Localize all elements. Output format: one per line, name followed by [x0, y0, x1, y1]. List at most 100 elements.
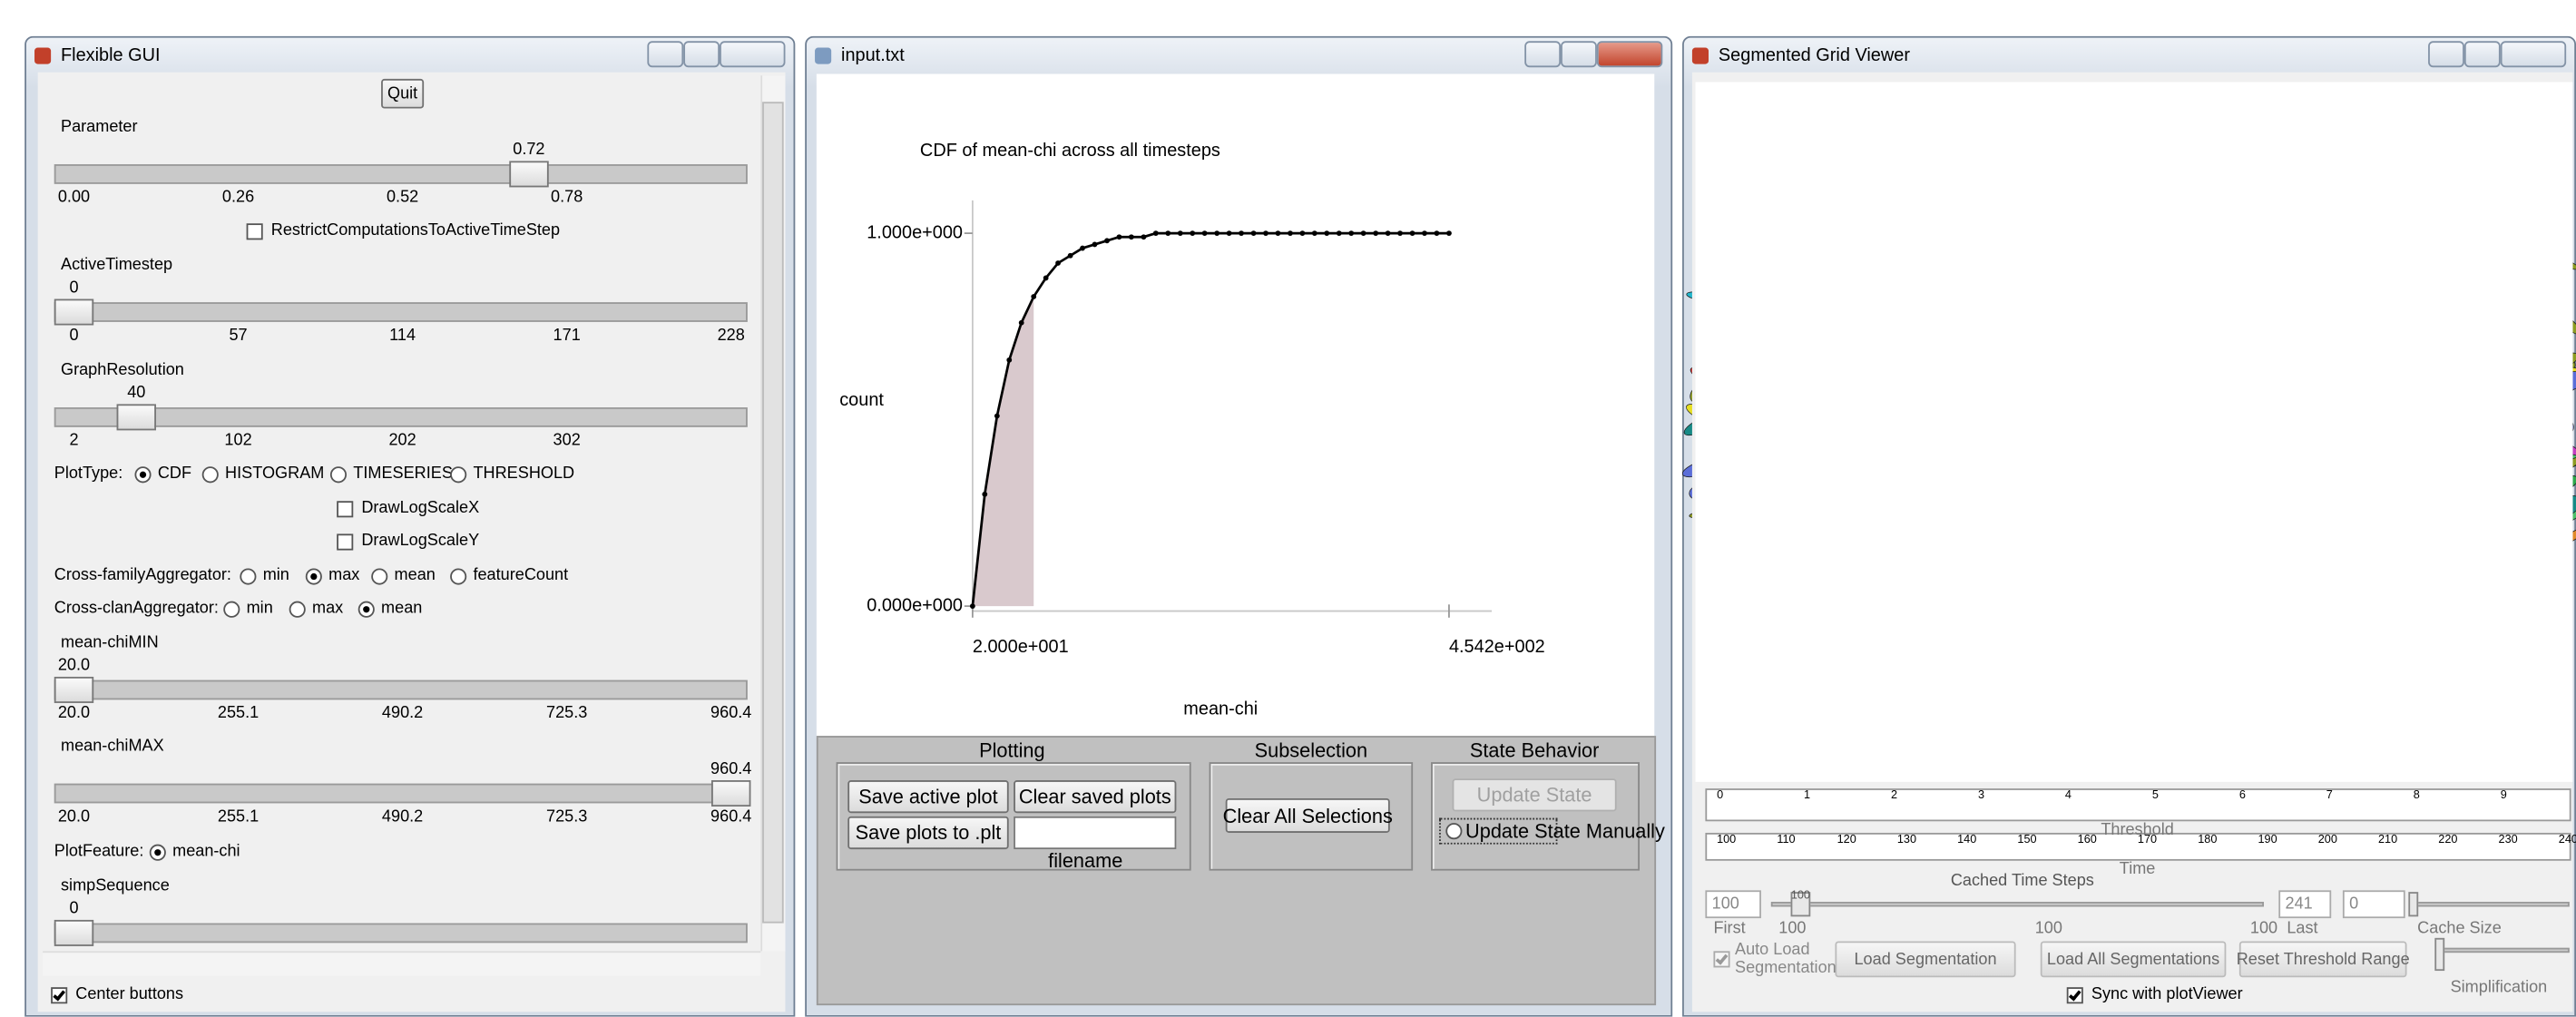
ruler-label: 230: [2499, 831, 2518, 851]
checkbox[interactable]: [2067, 987, 2083, 1003]
ruler-label: 140: [1957, 831, 1976, 851]
data-point: [1178, 230, 1183, 236]
slider-label: Simplification: [2451, 979, 2548, 999]
ruler-label: 0: [1717, 787, 1723, 807]
data-point: [1337, 230, 1342, 236]
data-point: [1446, 230, 1452, 236]
range-slider-track[interactable]: [1771, 902, 2264, 906]
ruler-label: 5: [2152, 787, 2159, 807]
ruler-label: 9: [2501, 787, 2507, 807]
group-title: Plotting: [979, 741, 1044, 761]
data-point: [1153, 230, 1159, 236]
clear-saved-button[interactable]: Clear saved plots: [1014, 780, 1176, 813]
checkbox[interactable]: [1713, 951, 1729, 967]
range-label: 100: [2250, 920, 2277, 940]
data-point: [1263, 230, 1268, 236]
ruler-title: Threshold: [2101, 821, 2174, 841]
data-point: [1043, 276, 1049, 281]
entry-label: First: [1713, 920, 1745, 940]
render-view: [1696, 83, 2573, 782]
entry-label: Cache Size: [2417, 920, 2502, 940]
entry[interactable]: 0: [2343, 890, 2405, 918]
ruler-label: 150: [2017, 831, 2036, 851]
data-point: [1104, 238, 1110, 243]
data-point: [1312, 230, 1317, 236]
data-point: [1092, 242, 1098, 248]
data-point: [1141, 234, 1147, 240]
range-label: 100: [2035, 920, 2062, 940]
filename-entry[interactable]: [1014, 817, 1176, 849]
ruler-title: Time: [2120, 861, 2156, 881]
ruler-label: 130: [1897, 831, 1916, 851]
data-point: [1422, 230, 1427, 236]
simplification-track[interactable]: [2442, 948, 2570, 953]
check-mark: [1716, 952, 1729, 964]
range-slider-value: 100: [1791, 887, 1810, 907]
plot-title: CDF of mean-chi across all timesteps: [920, 142, 1220, 161]
data-point: [1190, 230, 1195, 236]
ruler-label: 240: [2559, 831, 2576, 851]
data-point: [1324, 230, 1329, 236]
checkbox-label: Sync with plotViewer: [2091, 985, 2243, 1005]
y-tick-label: 1.000e+000: [867, 223, 963, 243]
ruler-label: 4: [2065, 787, 2072, 807]
data-point: [1031, 294, 1036, 299]
radio[interactable]: [1445, 823, 1462, 839]
ruler-label: 210: [2378, 831, 2397, 851]
ruler-label: 8: [2414, 787, 2420, 807]
ruler-label: 7: [2326, 787, 2333, 807]
ruler-label: 1: [1804, 787, 1810, 807]
data-point: [1129, 234, 1134, 240]
data-point: [1361, 230, 1366, 236]
data-point: [1288, 230, 1293, 236]
save-active-button[interactable]: Save active plot: [847, 780, 1008, 813]
data-point: [1202, 230, 1208, 236]
data-point: [1386, 230, 1391, 236]
section-label: Cached Time Steps: [1951, 872, 2094, 892]
data-point: [1080, 246, 1085, 251]
radio-label: Update State Manually: [1465, 821, 1665, 841]
entry[interactable]: 241: [2278, 890, 2331, 918]
x-axis-label: mean-chi: [1183, 699, 1258, 719]
data-point: [1019, 320, 1024, 326]
data-point: [1397, 230, 1403, 236]
data-point: [982, 492, 987, 497]
ruler-label: 120: [1837, 831, 1856, 851]
cache-slider-thumb[interactable]: [2408, 892, 2418, 916]
data-point: [1227, 230, 1232, 236]
clear-selections-button[interactable]: Clear All Selections: [1226, 798, 1390, 833]
data-point: [1435, 230, 1440, 236]
simplification-thumb[interactable]: [2434, 938, 2444, 971]
entry[interactable]: 100: [1705, 890, 1761, 918]
y-tick-label: 0.000e+000: [867, 596, 963, 616]
y-axis-label: count: [839, 391, 884, 411]
ruler-label: 6: [2239, 787, 2246, 807]
ruler-label: 100: [1717, 831, 1736, 851]
entry-label: Last: [2287, 920, 2317, 940]
ruler-label: 190: [2258, 831, 2277, 851]
cache-slider-track[interactable]: [2415, 902, 2570, 906]
data-point: [994, 414, 1000, 419]
ruler-label: 2: [1891, 787, 1897, 807]
range-label: 100: [1778, 920, 1806, 940]
data-point: [1214, 230, 1219, 236]
cdf-line: [973, 233, 1449, 606]
load-button[interactable]: Load Segmentation: [1835, 941, 2015, 977]
data-point: [1006, 357, 1012, 363]
data-point: [1055, 260, 1061, 266]
data-point: [1348, 230, 1354, 236]
data-point: [1410, 230, 1415, 236]
load-all-button[interactable]: Load All Segmentations: [2041, 941, 2227, 977]
screen: Flexible GUIinput.txtSegmented Grid View…: [0, 0, 2576, 1017]
update-state-button[interactable]: Update State: [1453, 778, 1617, 811]
save-plt-button[interactable]: Save plots to .plt: [847, 817, 1008, 849]
data-point: [1299, 230, 1305, 236]
group-title: State Behavior: [1470, 741, 1600, 761]
group-title: Subselection: [1255, 741, 1367, 761]
data-point: [1117, 234, 1122, 240]
data-point: [970, 603, 975, 609]
ruler-label: 160: [2078, 831, 2097, 851]
data-point: [1165, 230, 1170, 236]
ruler-label: 180: [2198, 831, 2217, 851]
reset-button[interactable]: Reset Threshold Range: [2239, 941, 2407, 977]
